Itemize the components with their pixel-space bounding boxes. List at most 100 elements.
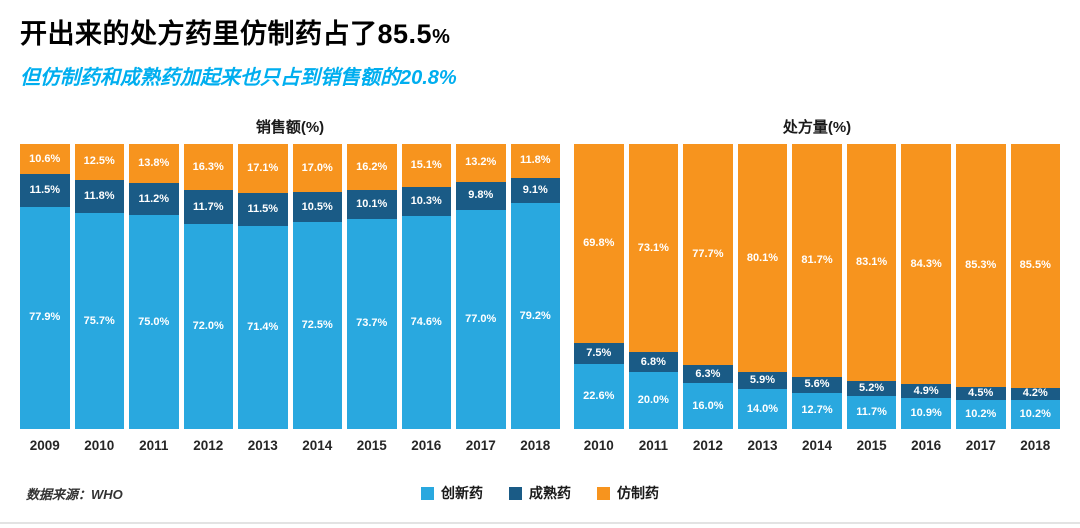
legend-swatch bbox=[509, 486, 522, 500]
legend-label: 创新药 bbox=[441, 485, 483, 501]
segment-label: 85.3% bbox=[965, 259, 997, 272]
segment-成熟药: 11.7% bbox=[183, 190, 233, 224]
segment-label: 4.5% bbox=[968, 387, 994, 399]
segment-label: 16.0% bbox=[692, 399, 724, 412]
segment-label: 80.1% bbox=[746, 251, 779, 264]
segment-label: 79.2% bbox=[519, 309, 551, 322]
segment-label: 77.7% bbox=[692, 248, 724, 261]
x-tick-label: 2014 bbox=[802, 438, 833, 453]
stacked-bar-2009: 10.6% 11.5% 77.9% bbox=[20, 144, 70, 429]
segment-label: 11.7% bbox=[192, 200, 224, 213]
segment-label: 10.5% bbox=[301, 200, 333, 213]
segment-label: 10.6% bbox=[29, 152, 61, 165]
segment-仿制药: 16.2% bbox=[347, 144, 397, 191]
data-source: 数据来源：WHO bbox=[26, 486, 123, 502]
segment-成熟药: 10.1% bbox=[347, 190, 397, 219]
chart-title: 销售额(%) bbox=[255, 119, 325, 136]
bars-area: 69.8% 7.5% 22.6% 73.1% 6.8% 20.0% 77.7% 6.3% 16.… bbox=[574, 144, 1061, 429]
segment-成熟药: 6.3% bbox=[683, 365, 733, 384]
x-tick-label: 2015 bbox=[856, 438, 887, 453]
x-tick-label: 2016 bbox=[911, 438, 942, 453]
segment-label: 81.7% bbox=[801, 253, 833, 266]
bottom-row: 数据来源：WHO 创新药 成熟药 仿制药 bbox=[20, 481, 1060, 505]
segment-label: 13.8% bbox=[138, 157, 170, 170]
segment-label: 73.7% bbox=[356, 317, 388, 330]
stacked-bar-2011: 73.1% 6.8% 20.0% bbox=[628, 144, 679, 429]
segment-label: 10.2% bbox=[965, 407, 997, 420]
legend-label: 仿制药 bbox=[617, 485, 659, 501]
segment-仿制药: 83.1% bbox=[846, 144, 897, 381]
segment-label: 77.9% bbox=[29, 311, 61, 324]
segment-label: 22.6% bbox=[583, 390, 615, 402]
x-tick-label: 2015 bbox=[356, 438, 387, 453]
x-tick-label: 2011 bbox=[638, 438, 668, 453]
segment-仿制药: 73.1% bbox=[628, 144, 679, 353]
stacked-bar-2018: 11.8% 9.1% 79.2% bbox=[510, 144, 560, 429]
segment-label: 5.6% bbox=[804, 378, 830, 391]
x-tick-label: 2013 bbox=[747, 438, 778, 453]
segment-label: 11.5% bbox=[29, 184, 61, 197]
segment-创新药: 11.7% bbox=[846, 395, 897, 429]
x-axis: 2009 2010 2011 2012 2013 2014 2015 2016 2017 2018 bbox=[20, 438, 560, 453]
segment-仿制药: 11.8% bbox=[510, 144, 560, 178]
segment-创新药: 75.0% bbox=[129, 215, 179, 429]
stacked-bar-2013: 80.1% 5.9% 14.0% bbox=[737, 144, 788, 429]
segment-创新药: 14.0% bbox=[737, 389, 788, 429]
segment-创新药: 16.0% bbox=[683, 383, 733, 429]
segment-成熟药: 11.2% bbox=[129, 183, 179, 216]
segment-成熟药: 5.2% bbox=[846, 380, 897, 396]
x-tick-label: 2018 bbox=[520, 438, 551, 453]
segment-仿制药: 84.3% bbox=[901, 144, 951, 385]
segment-仿制药: 13.2% bbox=[456, 144, 506, 182]
stacked-bar-2014: 81.7% 5.6% 12.7% bbox=[792, 144, 842, 429]
stacked-bar-2010: 69.8% 7.5% 22.6% bbox=[574, 144, 624, 429]
segment-label: 11.8% bbox=[83, 189, 115, 202]
segment-label: 11.7% bbox=[856, 405, 887, 418]
segment-创新药: 77.0% bbox=[456, 209, 506, 429]
segment-label: 75.7% bbox=[83, 314, 115, 327]
segment-成熟药: 5.6% bbox=[792, 376, 842, 393]
segment-label: 14.0% bbox=[746, 402, 779, 415]
legend: 创新药 成熟药 仿制药 bbox=[421, 483, 659, 503]
segment-label: 73.1% bbox=[637, 241, 669, 254]
chart-group: 处方量(%) 69.8% 7.5% 22.6% 73.1% 6.8% 20.0% 77.7% 6… bbox=[574, 116, 1061, 453]
segment-label: 71.4% bbox=[247, 320, 279, 333]
page-title: 开出来的处方药里仿制药占了85.5% bbox=[20, 12, 1060, 51]
stacked-bar-2012: 16.3% 11.7% 72.0% bbox=[183, 144, 233, 429]
segment-label: 74.6% bbox=[410, 316, 442, 329]
segment-创新药: 12.7% bbox=[792, 392, 842, 429]
segment-label: 4.9% bbox=[913, 384, 939, 397]
charts: 销售额(%) 10.6% 11.5% 77.9% 12.5% 11.8% 75.7% 13.8… bbox=[20, 116, 1061, 453]
segment-成熟药: 11.5% bbox=[20, 174, 70, 207]
segment-label: 84.3% bbox=[910, 257, 942, 270]
segment-仿制药: 69.8% bbox=[574, 144, 624, 343]
x-tick-label: 2017 bbox=[465, 438, 496, 453]
stacked-bar-2018: 85.5% 4.2% 10.2% bbox=[1010, 144, 1061, 429]
x-tick-label: 2013 bbox=[247, 438, 278, 453]
segment-label: 20.0% bbox=[637, 393, 669, 406]
segment-成熟药: 4.9% bbox=[901, 384, 951, 398]
segment-label: 11.2% bbox=[138, 192, 170, 205]
segment-label: 85.5% bbox=[1019, 259, 1051, 272]
legend-item: 仿制药 bbox=[597, 483, 659, 503]
segment-label: 72.0% bbox=[192, 319, 224, 332]
segment-label: 72.5% bbox=[301, 319, 333, 332]
bottom-divider bbox=[0, 522, 1080, 524]
chart-group: 销售额(%) 10.6% 11.5% 77.9% 12.5% 11.8% 75.7% 13.8… bbox=[20, 116, 560, 453]
segment-成熟药: 11.8% bbox=[74, 179, 124, 214]
segment-label: 75.0% bbox=[138, 315, 170, 328]
segment-创新药: 10.9% bbox=[901, 397, 951, 429]
segment-成熟药: 11.5% bbox=[238, 192, 288, 226]
segment-label: 10.1% bbox=[356, 198, 388, 211]
segment-仿制药: 80.1% bbox=[737, 144, 788, 373]
segment-label: 6.8% bbox=[640, 355, 666, 368]
segment-label: 9.8% bbox=[468, 189, 494, 202]
stacked-bar-2017: 85.3% 4.5% 10.2% bbox=[955, 144, 1006, 429]
segment-label: 10.3% bbox=[410, 195, 442, 208]
segment-仿制药: 10.6% bbox=[20, 144, 70, 175]
segment-仿制药: 15.1% bbox=[401, 144, 451, 188]
segment-label: 11.8% bbox=[519, 154, 551, 167]
segment-创新药: 73.7% bbox=[347, 218, 397, 429]
segment-仿制药: 17.0% bbox=[292, 144, 342, 193]
